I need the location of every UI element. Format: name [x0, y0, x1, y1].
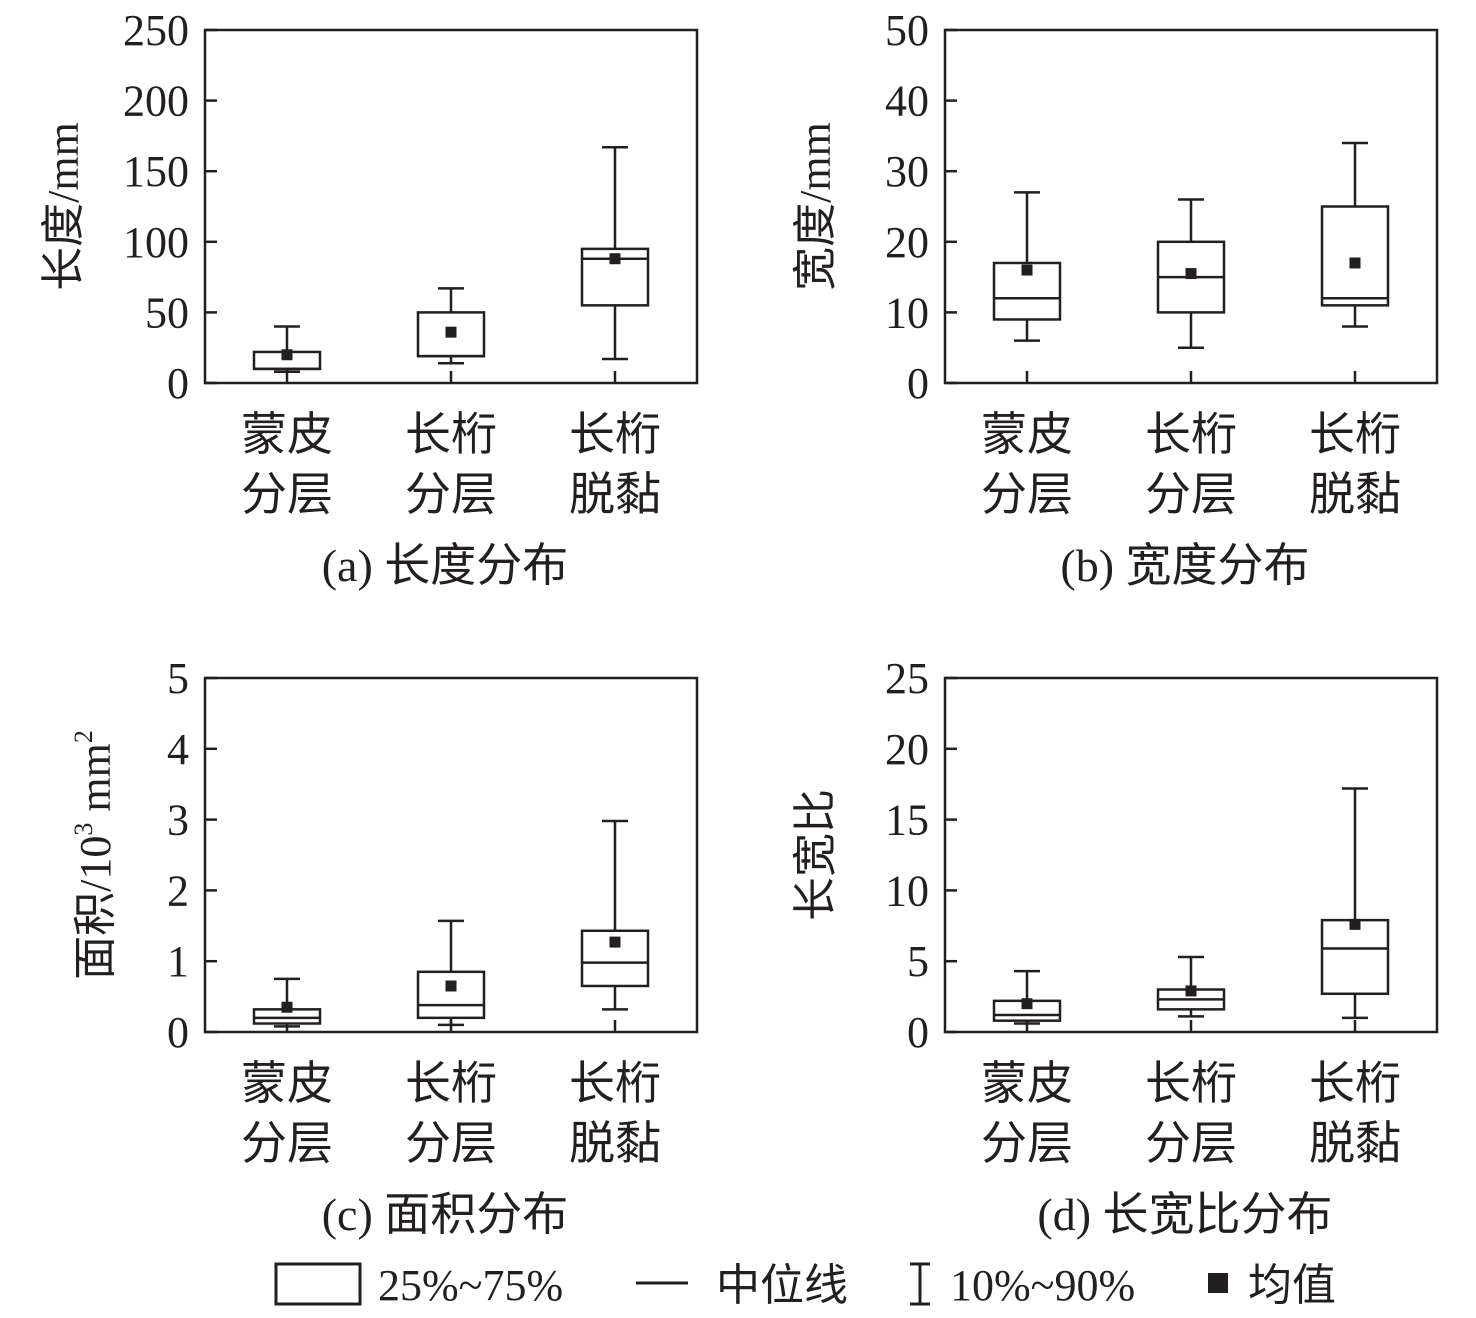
y-tick-label: 100: [123, 218, 189, 267]
panel-caption: (d) 长宽比分布: [1037, 1189, 1332, 1240]
legend-mean-label: 均值: [1248, 1261, 1336, 1310]
mean-marker: [1185, 268, 1197, 280]
y-tick-label: 3: [167, 796, 189, 845]
y-axis-label-sup: 3: [69, 823, 98, 836]
panel-caption: (a) 长度分布: [322, 540, 569, 591]
category-label: 长桁: [405, 1058, 497, 1109]
mean-marker: [1021, 264, 1033, 276]
iqr-box: [1320, 205, 1390, 307]
legend-whisker-label: 10%~90%: [950, 1261, 1135, 1310]
iqr-box: [416, 970, 486, 1020]
y-axis-label: 长度/mm: [39, 122, 88, 291]
y-tick-label: 50: [145, 288, 189, 337]
y-axis-label-unit: mm: [71, 743, 120, 822]
y-tick-label: 1: [167, 937, 189, 986]
category-label: 蒙皮: [241, 1058, 333, 1109]
y-tick-label: 15: [885, 796, 929, 845]
category-label: 长桁: [1309, 1058, 1401, 1109]
legend-median-label: 中位线: [716, 1261, 848, 1310]
category-label: 长桁: [1145, 409, 1237, 460]
y-tick-label: 200: [123, 77, 189, 126]
category-label: 分层: [1145, 469, 1237, 520]
mean-marker: [1349, 257, 1361, 269]
y-tick-label: 20: [885, 218, 929, 267]
category-label: 分层: [981, 469, 1073, 520]
y-tick-label: 250: [123, 6, 189, 55]
category-label: 长桁: [1145, 1058, 1237, 1109]
mean-marker: [609, 936, 621, 948]
category-label: 脱黏: [1309, 469, 1401, 520]
y-tick-label: 5: [907, 937, 929, 986]
legend-box-swatch: [274, 1262, 362, 1306]
legend-box-label: 25%~75%: [378, 1261, 563, 1310]
category-label: 分层: [241, 469, 333, 520]
y-tick-label: 25: [885, 654, 929, 703]
y-axis-label: 宽度/mm: [791, 122, 840, 291]
y-axis-label: 长宽比: [791, 789, 840, 921]
y-tick-label: 0: [167, 359, 189, 408]
y-axis-label: 面积/103 mm2: [69, 730, 120, 980]
mean-marker: [445, 326, 457, 338]
category-label: 脱黏: [569, 469, 661, 520]
y-axis-label-sup: 2: [69, 730, 98, 743]
iqr-box: [1320, 918, 1390, 996]
mean-marker: [281, 1001, 293, 1013]
panel-caption: (b) 宽度分布: [1060, 540, 1309, 591]
y-tick-label: 150: [123, 147, 189, 196]
panel-caption: (c) 面积分布: [322, 1189, 569, 1240]
legend-whisker-swatch: [910, 1262, 930, 1306]
category-label: 分层: [1145, 1118, 1237, 1169]
category-label: 分层: [981, 1118, 1073, 1169]
legend: 25%~75% 中位线 10%~90% 均值: [274, 1261, 1336, 1310]
legend-mean-swatch: [1208, 1273, 1228, 1293]
y-tick-label: 0: [907, 359, 929, 408]
category-label: 长桁: [569, 409, 661, 460]
y-tick-label: 20: [885, 725, 929, 774]
mean-marker: [1349, 918, 1361, 930]
y-tick-label: 0: [907, 1008, 929, 1057]
category-label: 长桁: [405, 409, 497, 460]
category-label: 蒙皮: [981, 1058, 1073, 1109]
y-tick-label: 2: [167, 866, 189, 915]
category-label: 分层: [405, 469, 497, 520]
category-label: 蒙皮: [981, 409, 1073, 460]
category-label: 脱黏: [1309, 1118, 1401, 1169]
y-tick-label: 50: [885, 6, 929, 55]
y-tick-label: 10: [885, 288, 929, 337]
y-tick-label: 0: [167, 1008, 189, 1057]
category-label: 长桁: [569, 1058, 661, 1109]
mean-marker: [1185, 985, 1197, 997]
y-tick-label: 5: [167, 654, 189, 703]
mean-marker: [445, 980, 457, 992]
mean-marker: [281, 349, 293, 361]
y-tick-label: 30: [885, 147, 929, 196]
category-label: 脱黏: [569, 1118, 661, 1169]
mean-marker: [609, 253, 621, 265]
y-tick-label: 10: [885, 866, 929, 915]
category-label: 蒙皮: [241, 409, 333, 460]
category-label: 长桁: [1309, 409, 1401, 460]
category-label: 分层: [241, 1118, 333, 1169]
category-label: 分层: [405, 1118, 497, 1169]
y-tick-label: 4: [167, 725, 189, 774]
mean-marker: [1021, 998, 1033, 1010]
y-tick-label: 40: [885, 77, 929, 126]
